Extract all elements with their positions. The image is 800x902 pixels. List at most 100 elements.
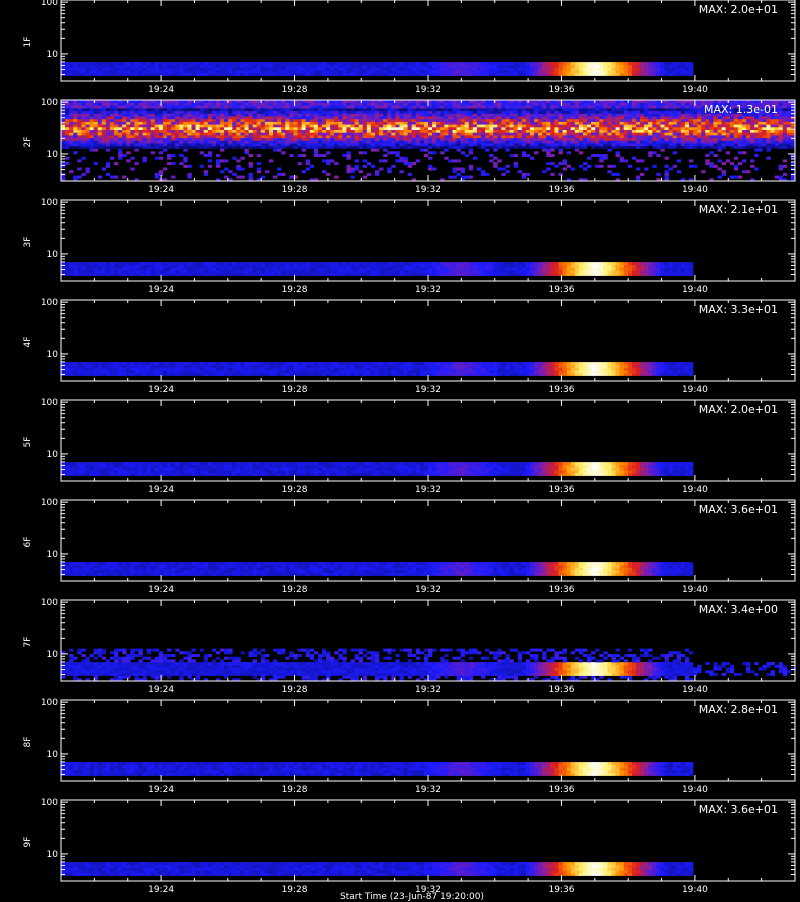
heatmap-cell: [469, 124, 473, 127]
heatmap-cell: [375, 146, 379, 149]
heatmap-cell: [408, 68, 412, 71]
y-tick-label: 10: [47, 50, 59, 60]
heatmap-cell: [640, 73, 644, 76]
heatmap-cell: [734, 138, 738, 141]
heatmap-cell: [81, 146, 85, 149]
heatmap-cell: [558, 173, 562, 176]
heatmap-cell: [783, 141, 787, 144]
heatmap-cell: [61, 268, 65, 271]
heatmap-cell: [367, 265, 371, 268]
heatmap-cell: [599, 154, 603, 157]
heatmap-cell: [399, 108, 403, 111]
heatmap-cell: [497, 70, 501, 73]
heatmap-cell: [216, 270, 220, 273]
heatmap-cell: [579, 127, 583, 130]
heatmap-cell: [738, 130, 742, 133]
heatmap-cell: [501, 127, 505, 130]
heatmap-cell: [240, 268, 244, 271]
heatmap-cell: [558, 138, 562, 141]
heatmap-cell: [94, 162, 98, 165]
heatmap-cell: [469, 70, 473, 73]
heatmap-cell: [648, 141, 652, 144]
heatmap-cell: [302, 62, 306, 65]
heatmap-cell: [652, 138, 656, 141]
heatmap-cell: [677, 132, 681, 135]
heatmap-cell: [632, 124, 636, 127]
heatmap-cell: [412, 114, 416, 117]
heatmap-cell: [167, 132, 171, 135]
heatmap-cell: [583, 138, 587, 141]
heatmap-cell: [196, 138, 200, 141]
heatmap-cell: [518, 103, 522, 106]
heatmap-cell: [665, 130, 669, 133]
heatmap-cell: [77, 105, 81, 108]
heatmap-cell: [126, 159, 130, 162]
heatmap-cell: [81, 135, 85, 138]
heatmap-cell: [518, 114, 522, 117]
heatmap-cell: [367, 141, 371, 144]
heatmap-cell: [514, 105, 518, 108]
heatmap-cell: [191, 62, 195, 65]
heatmap-cell: [318, 122, 322, 125]
heatmap-cell: [779, 165, 783, 168]
heatmap-cell: [718, 130, 722, 133]
heatmap-cell: [665, 108, 669, 111]
heatmap-cell: [730, 146, 734, 149]
heatmap-cell: [351, 130, 355, 133]
heatmap-cell: [167, 108, 171, 111]
heatmap-cell: [330, 124, 334, 127]
heatmap-cell: [497, 124, 501, 127]
heatmap-cell: [448, 119, 452, 122]
heatmap-cell: [187, 62, 191, 65]
heatmap-cell: [318, 138, 322, 141]
heatmap-cell: [191, 111, 195, 114]
heatmap-cell: [424, 108, 428, 111]
heatmap-cell: [762, 122, 766, 125]
heatmap-cell: [212, 270, 216, 273]
heatmap-cell: [738, 116, 742, 119]
heatmap-cell: [636, 116, 640, 119]
heatmap-cell: [355, 146, 359, 149]
heatmap-cell: [191, 116, 195, 119]
heatmap-cell: [273, 73, 277, 76]
heatmap-cell: [159, 130, 163, 133]
heatmap-cell: [383, 138, 387, 141]
heatmap-cell: [534, 111, 538, 114]
heatmap-cell: [322, 146, 326, 149]
heatmap-cell: [179, 132, 183, 135]
heatmap-cell: [375, 149, 379, 152]
heatmap-cell: [240, 141, 244, 144]
heatmap-cell: [65, 262, 69, 265]
heatmap-cell: [652, 124, 656, 127]
heatmap-cell: [722, 162, 726, 165]
heatmap-cell: [94, 143, 98, 146]
heatmap-cell: [122, 270, 126, 273]
heatmap-cell: [281, 62, 285, 65]
heatmap-cell: [285, 135, 289, 138]
heatmap-cell: [318, 132, 322, 135]
heatmap-cell: [204, 73, 208, 76]
heatmap-cell: [522, 111, 526, 114]
heatmap-cell: [183, 270, 187, 273]
heatmap-cell: [701, 124, 705, 127]
heatmap-cell: [204, 65, 208, 68]
heatmap-cell: [187, 70, 191, 73]
heatmap-cell: [722, 119, 726, 122]
heatmap-cell: [81, 65, 85, 68]
heatmap-cell: [249, 114, 253, 117]
heatmap-cell: [306, 70, 310, 73]
heatmap-cell: [346, 124, 350, 127]
heatmap-cell: [514, 141, 518, 144]
heatmap-cell: [477, 146, 481, 149]
heatmap-cell: [363, 114, 367, 117]
heatmap-cell: [783, 116, 787, 119]
heatmap-cell: [542, 149, 546, 152]
heatmap-cell: [673, 103, 677, 106]
heatmap-cell: [395, 146, 399, 149]
heatmap-cell: [640, 111, 644, 114]
heatmap-cell: [567, 132, 571, 135]
heatmap-cell: [787, 141, 791, 144]
heatmap-cell: [232, 70, 236, 73]
heatmap-cell: [138, 135, 142, 138]
heatmap-cell: [599, 165, 603, 168]
